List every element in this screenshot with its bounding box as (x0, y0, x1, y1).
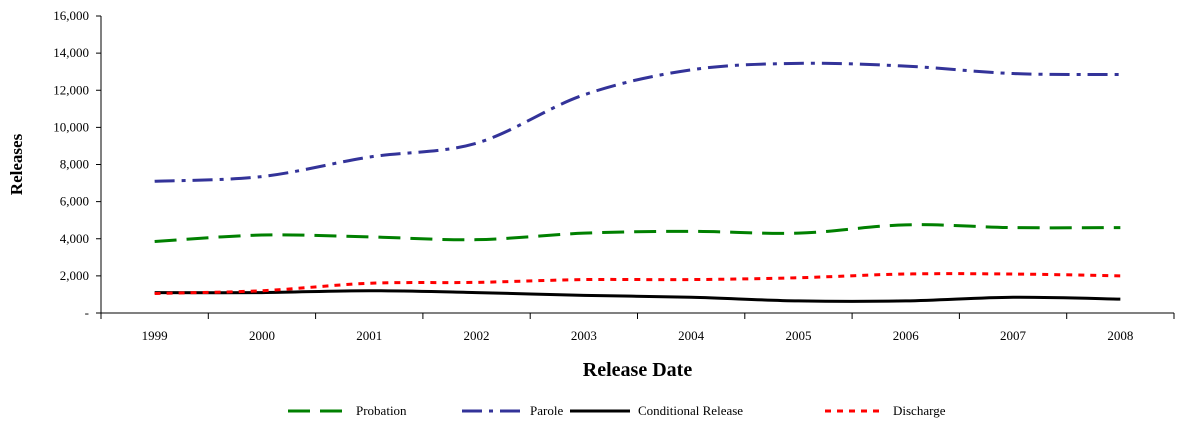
y-tick-label: 8,000 (60, 157, 89, 172)
y-tick-label: - (85, 305, 89, 320)
y-tick-label: 12,000 (53, 82, 89, 97)
axes (100, 16, 1174, 314)
series-line-parole (154, 61, 1121, 183)
x-tick-label: 2006 (893, 328, 920, 343)
series-line-discharge (154, 272, 1121, 296)
x-tick-label: 2000 (249, 328, 275, 343)
legend-label-discharge: Discharge (893, 403, 946, 418)
x-tick-label: 1999 (142, 328, 168, 343)
x-ticks: 1999 2000 2001 2002 2003 2004 2005 2006 2007 2008 (100, 313, 1175, 343)
y-tick-label: 14,000 (53, 45, 89, 60)
legend-label-parole: Parole (530, 403, 563, 418)
y-tick-label: 10,000 (53, 119, 89, 134)
y-ticks: - 2,000 4,000 6,000 8,000 10,000 12,000 14,000 1… (53, 8, 101, 320)
y-tick-label: 4,000 (60, 231, 89, 246)
series-line-probation (154, 223, 1121, 244)
y-axis-title: Releases (7, 133, 26, 195)
x-tick-label: 2002 (464, 328, 490, 343)
legend: Probation Parole Conditional Release Discha… (288, 403, 946, 418)
legend-label-conditional-release: Conditional Release (638, 403, 743, 418)
series-line-conditional-release (154, 289, 1121, 303)
x-tick-label: 2004 (678, 328, 705, 343)
x-tick-label: 2008 (1107, 328, 1133, 343)
y-tick-label: 2,000 (60, 268, 89, 283)
series-layer (154, 61, 1121, 303)
legend-label-probation: Probation (356, 403, 407, 418)
x-axis-title: Release Date (583, 359, 693, 381)
x-tick-label: 2001 (356, 328, 382, 343)
y-tick-label: 16,000 (53, 8, 89, 23)
x-tick-label: 2003 (571, 328, 597, 343)
x-tick-label: 2007 (1000, 328, 1027, 343)
x-tick-label: 2005 (785, 328, 811, 343)
y-tick-label: 6,000 (60, 194, 89, 209)
